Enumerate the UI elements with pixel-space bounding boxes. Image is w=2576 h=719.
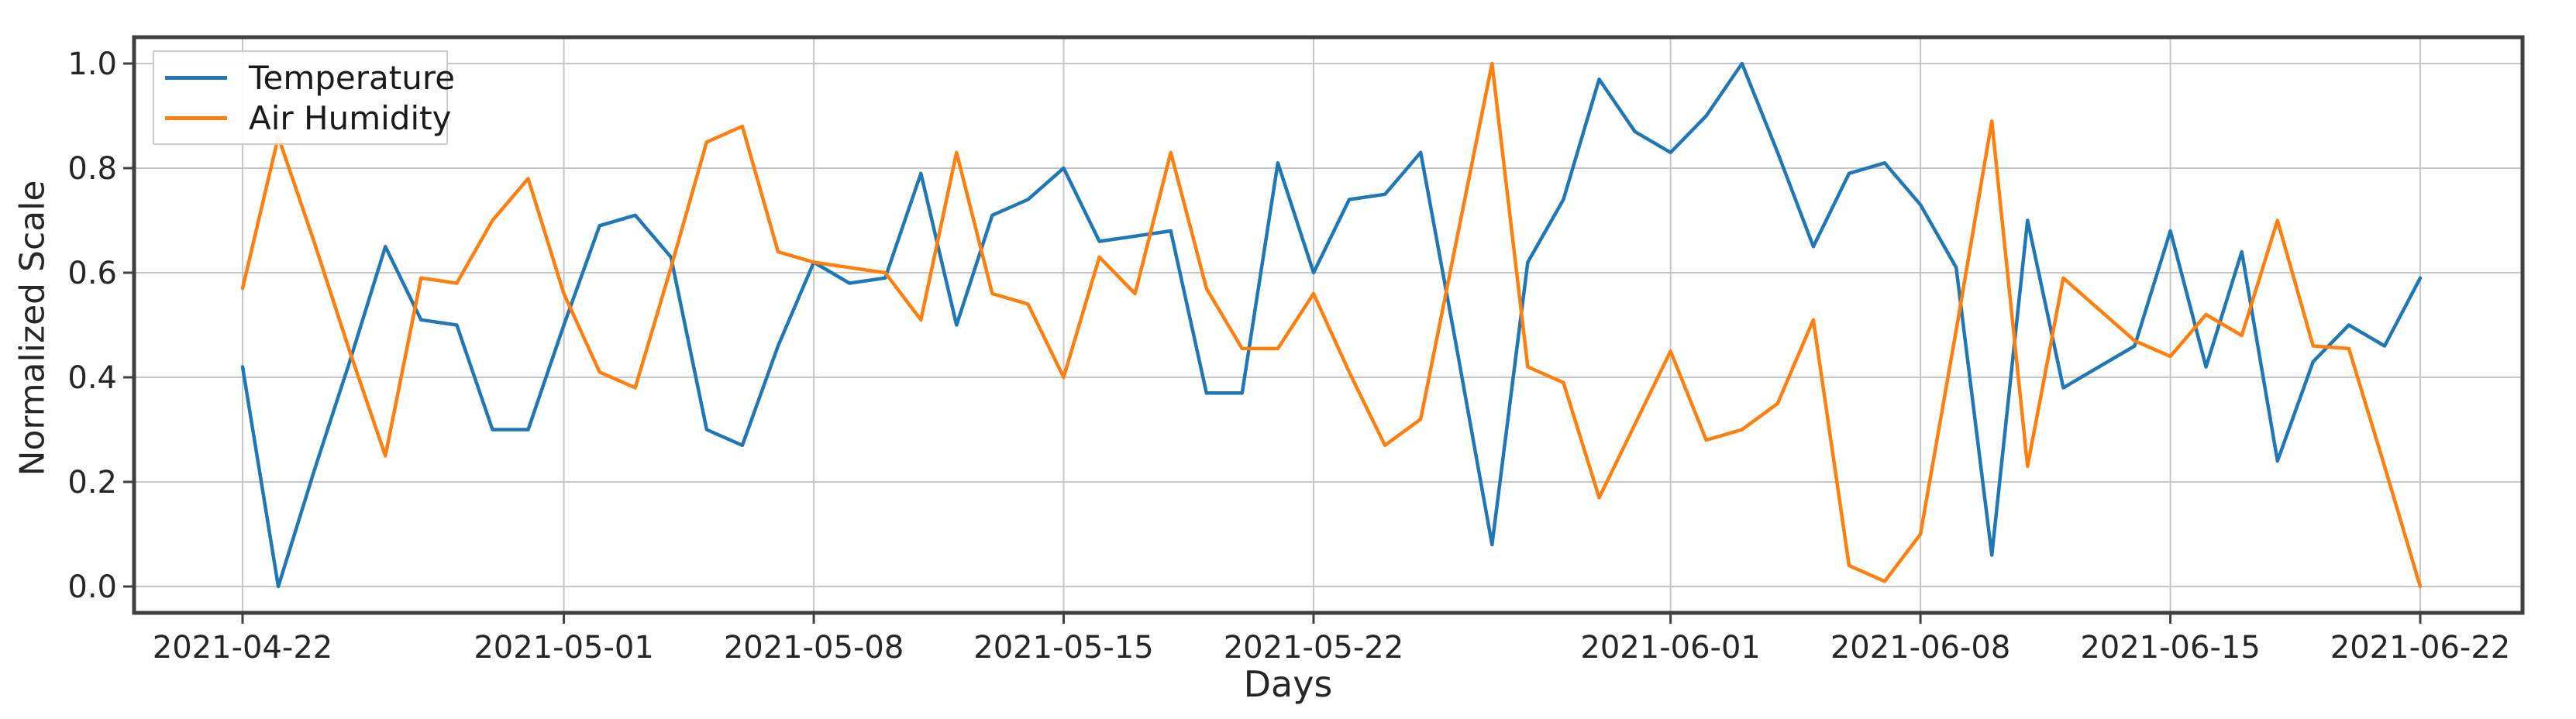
x-tick-label: 2021-05-08 — [724, 630, 904, 666]
legend-item-temperature: Temperature — [154, 58, 455, 97]
y-tick-label: 0.2 — [67, 465, 117, 501]
air-humidity-line — [240, 61, 2423, 589]
y-tick-label: 0.6 — [67, 256, 117, 291]
x-tick-label: 2021-06-01 — [1580, 630, 1760, 666]
tick-labels: 0.0 0.2 0.4 0.6 0.8 1.0 2021-04-22 2021-05-01 20… — [67, 46, 2510, 666]
gridlines — [134, 37, 2523, 613]
temperature-line — [240, 61, 2423, 589]
legend-line-temperature-icon — [165, 75, 227, 80]
x-axis-title: Days — [1243, 663, 1333, 705]
legend-line-air-humidity-icon — [165, 115, 227, 120]
x-tick-label: 2021-05-15 — [973, 630, 1153, 666]
legend-label-air-humidity: Air Humidity — [249, 98, 452, 137]
y-tick-label: 1.0 — [67, 46, 117, 82]
x-tick-label: 2021-06-22 — [2330, 630, 2510, 666]
y-tick-label: 0.8 — [67, 151, 117, 187]
legend: Temperature Air Humidity — [153, 50, 455, 145]
x-tick-label: 2021-05-22 — [1224, 630, 1403, 666]
legend-item-air-humidity: Air Humidity — [154, 98, 451, 137]
x-tick-label: 2021-05-01 — [474, 630, 653, 666]
legend-label-temperature: Temperature — [249, 58, 456, 97]
y-tick-label: 0.0 — [67, 569, 117, 605]
y-tick-label: 0.4 — [67, 360, 117, 396]
x-tick-label: 2021-06-15 — [2080, 630, 2260, 666]
y-axis-title: Normalized Scale — [12, 180, 53, 476]
tick-marks — [123, 62, 2422, 624]
x-tick-label: 2021-06-08 — [1830, 630, 2010, 666]
x-tick-label: 2021-04-22 — [153, 630, 332, 666]
plot-border — [132, 35, 2525, 615]
